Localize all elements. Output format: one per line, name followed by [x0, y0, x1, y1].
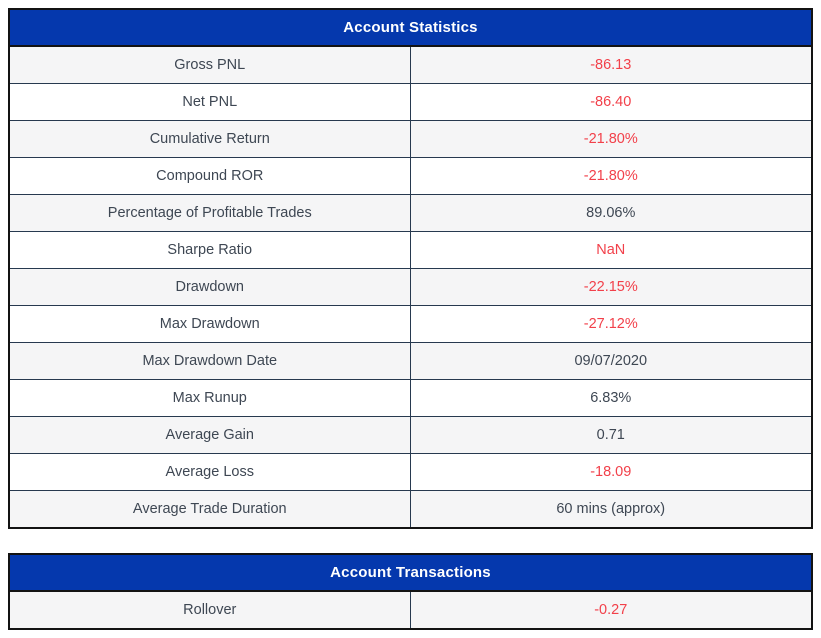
stat-value: -21.80%	[583, 131, 638, 147]
stat-label: Max Drawdown Date	[10, 343, 411, 379]
table-row: Max Drawdown -27.12%	[10, 305, 811, 342]
table-row: Average Loss -18.09	[10, 453, 811, 490]
stat-label: Average Trade Duration	[10, 491, 411, 527]
stat-label: Drawdown	[10, 269, 411, 305]
stat-value: -0.27	[594, 602, 628, 618]
stat-label: Gross PNL	[10, 47, 411, 83]
stat-value: -21.80%	[583, 168, 638, 184]
stat-label: Cumulative Return	[10, 121, 411, 157]
stat-label: Average Gain	[10, 417, 411, 453]
stat-value: -86.13	[590, 57, 632, 73]
stat-value: NaN	[596, 242, 626, 258]
stat-value: -22.15%	[583, 279, 638, 295]
table-title: Account Statistics	[10, 10, 811, 47]
table-row: Net PNL -86.40	[10, 83, 811, 120]
stat-label: Max Drawdown	[10, 306, 411, 342]
table-row: Max Drawdown Date 09/07/2020	[10, 342, 811, 379]
stat-value: 0.71	[596, 427, 625, 443]
stat-value: -86.40	[590, 94, 632, 110]
table-row: Cumulative Return -21.80%	[10, 120, 811, 157]
table-row: Max Runup 6.83%	[10, 379, 811, 416]
table-body: Gross PNL -86.13 Net PNL -86.40 Cumulative R…	[10, 47, 811, 527]
stat-value: 09/07/2020	[574, 353, 648, 369]
table-row: Rollover -0.27	[10, 592, 811, 628]
stat-value: -18.09	[590, 464, 632, 480]
account-transactions-table: Account Transactions Rollover -0.27	[8, 553, 813, 630]
account-statistics-table: Account Statistics Gross PNL -86.13 Net PN…	[8, 8, 813, 529]
table-body: Rollover -0.27	[10, 592, 811, 628]
table-row: Sharpe Ratio NaN	[10, 231, 811, 268]
stat-label: Rollover	[10, 592, 411, 628]
stat-label: Net PNL	[10, 84, 411, 120]
stat-value: 6.83%	[590, 390, 632, 406]
stat-label: Max Runup	[10, 380, 411, 416]
table-row: Average Trade Duration 60 mins (approx)	[10, 490, 811, 527]
stat-label: Compound ROR	[10, 158, 411, 194]
table-title: Account Transactions	[10, 555, 811, 592]
table-row: Percentage of Profitable Trades 89.06%	[10, 194, 811, 231]
table-row: Average Gain 0.71	[10, 416, 811, 453]
stat-value: 89.06%	[586, 205, 636, 221]
table-row: Compound ROR -21.80%	[10, 157, 811, 194]
stat-value: 60 mins (approx)	[556, 501, 666, 517]
stat-value: -27.12%	[583, 316, 638, 332]
table-row: Drawdown -22.15%	[10, 268, 811, 305]
stat-label: Sharpe Ratio	[10, 232, 411, 268]
stat-label: Average Loss	[10, 454, 411, 490]
stat-label: Percentage of Profitable Trades	[10, 195, 411, 231]
table-row: Gross PNL -86.13	[10, 47, 811, 83]
